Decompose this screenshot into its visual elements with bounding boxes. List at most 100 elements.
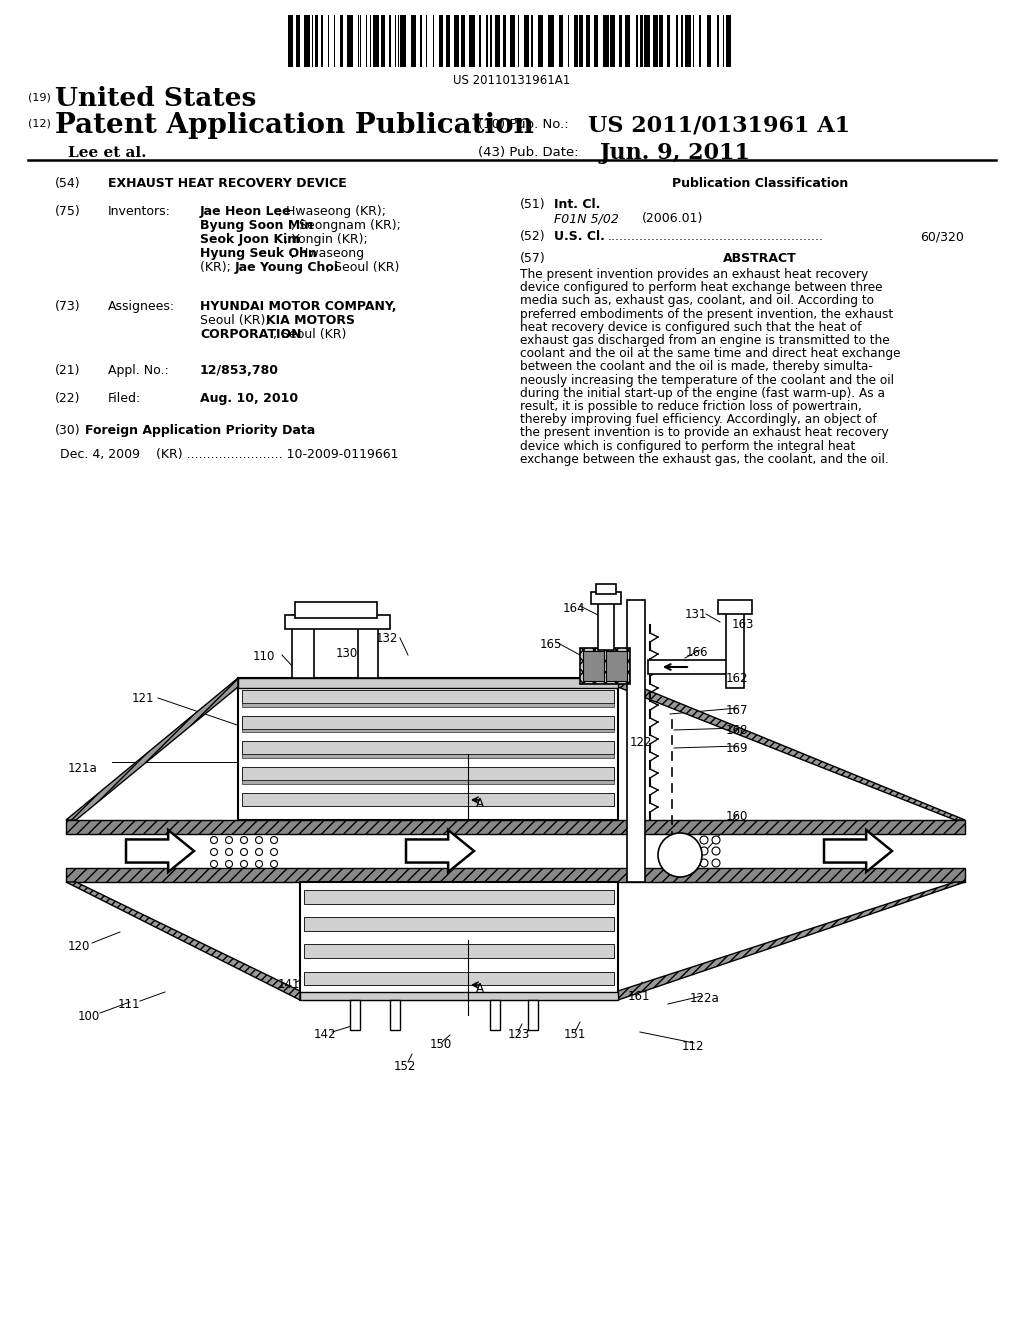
Polygon shape [66, 678, 238, 820]
Bar [667, 15, 670, 67]
Bar [242, 793, 614, 805]
Bar [285, 615, 390, 630]
Bar [66, 820, 965, 834]
Text: 122a: 122a [690, 993, 720, 1005]
Text: 100: 100 [78, 1010, 100, 1023]
Text: 142: 142 [314, 1028, 337, 1041]
Bar [469, 15, 475, 67]
Text: 131: 131 [685, 609, 708, 620]
Text: exchange between the exhaust gas, the coolant, and the oil.: exchange between the exhaust gas, the co… [520, 453, 889, 466]
Text: heat recovery device is configured such that the heat of: heat recovery device is configured such … [520, 321, 861, 334]
Bar [439, 15, 443, 67]
Circle shape [712, 847, 720, 855]
Bar [580, 648, 630, 684]
Text: (52): (52) [520, 230, 546, 243]
Text: 110: 110 [253, 649, 275, 663]
Bar [311, 15, 312, 67]
Bar [242, 767, 614, 780]
Text: , Yongin (KR);: , Yongin (KR); [285, 234, 369, 246]
Text: 166: 166 [686, 645, 709, 659]
Bar [644, 15, 649, 67]
Bar [288, 15, 294, 67]
Bar [586, 15, 590, 67]
Text: 60/320: 60/320 [920, 230, 964, 243]
Bar [295, 602, 377, 618]
Bar [528, 1001, 538, 1030]
Text: 121: 121 [132, 692, 155, 705]
Text: 160: 160 [726, 810, 749, 822]
Bar [594, 15, 598, 67]
Text: 130: 130 [336, 647, 358, 660]
Bar [242, 754, 614, 758]
Text: (30): (30) [55, 424, 81, 437]
Text: Seoul (KR);: Seoul (KR); [200, 314, 273, 327]
Bar [242, 702, 614, 706]
Circle shape [700, 847, 708, 855]
Bar [723, 15, 724, 67]
Bar [640, 15, 643, 67]
Text: (22): (22) [55, 392, 81, 405]
Text: during the initial start-up of the engine (fast warm-up). As a: during the initial start-up of the engin… [520, 387, 885, 400]
Text: (54): (54) [55, 177, 81, 190]
Circle shape [211, 861, 217, 867]
Bar [347, 15, 353, 67]
Text: Jae Heon Lee: Jae Heon Lee [200, 205, 292, 218]
Text: (57): (57) [520, 252, 546, 265]
Circle shape [270, 837, 278, 843]
Text: ......................................................: ........................................… [608, 230, 824, 243]
Bar [539, 15, 543, 67]
Bar [591, 591, 621, 605]
Bar [548, 15, 554, 67]
Bar [681, 15, 683, 67]
Bar [242, 729, 614, 733]
Text: preferred embodiments of the present invention, the exhaust: preferred embodiments of the present inv… [520, 308, 893, 321]
Bar [685, 15, 690, 67]
Bar [238, 678, 618, 820]
Circle shape [241, 837, 248, 843]
Text: result, it is possible to reduce friction loss of powertrain,: result, it is possible to reduce frictio… [520, 400, 862, 413]
Bar [366, 15, 367, 67]
Text: Appl. No.:: Appl. No.: [108, 364, 169, 378]
Text: , Hwaseong (KR);: , Hwaseong (KR); [278, 205, 386, 218]
Bar [676, 15, 678, 67]
Circle shape [700, 859, 708, 867]
Bar [400, 15, 406, 67]
Circle shape [712, 859, 720, 867]
Circle shape [256, 861, 262, 867]
Circle shape [211, 837, 217, 843]
Text: The present invention provides an exhaust heat recovery: The present invention provides an exhaus… [520, 268, 868, 281]
Text: Hyung Seuk Ohn: Hyung Seuk Ohn [200, 247, 316, 260]
Bar [567, 15, 568, 67]
Bar [479, 15, 481, 67]
Text: A: A [476, 982, 484, 995]
Bar [653, 15, 658, 67]
Text: Seok Joon Kim: Seok Joon Kim [200, 234, 300, 246]
Text: 168: 168 [726, 723, 749, 737]
Circle shape [211, 849, 217, 855]
Bar [304, 972, 614, 985]
Text: (12): (12) [28, 117, 51, 128]
Bar [620, 15, 622, 67]
Text: exhaust gas discharged from an engine is transmitted to the: exhaust gas discharged from an engine is… [520, 334, 890, 347]
Bar [726, 609, 744, 688]
Circle shape [225, 861, 232, 867]
Bar [242, 715, 614, 729]
Circle shape [256, 837, 262, 843]
Bar [304, 917, 614, 931]
Text: Jae Young Choi: Jae Young Choi [234, 261, 339, 275]
Bar [489, 15, 492, 67]
Text: 169: 169 [726, 742, 749, 755]
Bar [335, 15, 336, 67]
Text: device configured to perform heat exchange between three: device configured to perform heat exchan… [520, 281, 883, 294]
Text: 112: 112 [682, 1040, 705, 1053]
Text: ABSTRACT: ABSTRACT [723, 252, 797, 265]
Bar [300, 993, 618, 1001]
Bar [648, 660, 728, 675]
Text: (43) Pub. Date:: (43) Pub. Date: [478, 147, 579, 158]
Polygon shape [406, 830, 474, 873]
Bar [583, 651, 604, 681]
Text: 111: 111 [118, 998, 140, 1011]
Text: F01N 5/02: F01N 5/02 [554, 213, 618, 224]
Text: 163: 163 [732, 618, 755, 631]
Bar [238, 678, 618, 688]
